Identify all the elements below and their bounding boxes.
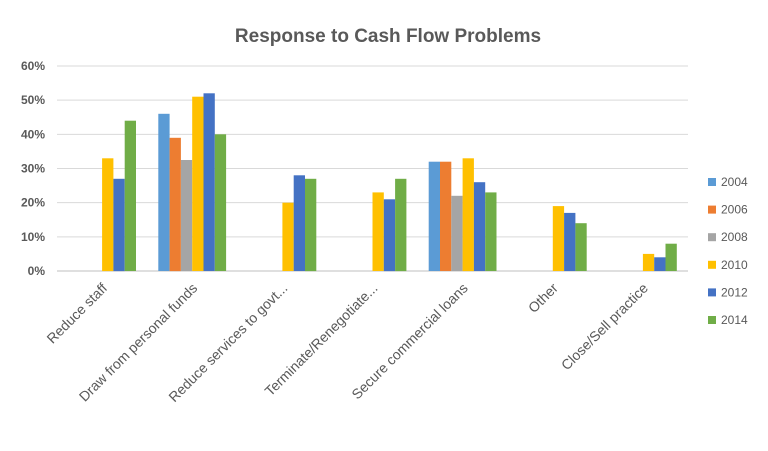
- bar-2012: [383, 199, 396, 272]
- bar-2010: [282, 202, 294, 271]
- bar-2014: [395, 178, 407, 272]
- legend: 2004 2006 2008 2010 2012 2014: [708, 175, 748, 327]
- bar-2010: [642, 253, 655, 271]
- bar-2014: [305, 178, 317, 272]
- legend-swatch: [708, 260, 716, 269]
- legend-swatch: [708, 178, 716, 186]
- bar-2008: [180, 160, 193, 271]
- x-category-label: Other: [525, 280, 561, 316]
- legend-swatch: [708, 316, 716, 324]
- y-tick-label: 30%: [21, 162, 45, 176]
- y-tick-label: 40%: [21, 127, 45, 141]
- legend-swatch: [708, 205, 716, 214]
- legend-label: 2014: [721, 313, 748, 327]
- legend-label: 2008: [721, 230, 748, 244]
- bar-2014: [575, 223, 587, 271]
- bar-2014: [485, 192, 497, 271]
- y-tick-label: 50%: [21, 93, 45, 107]
- bar-2014: [665, 243, 677, 271]
- bar-2010: [462, 158, 474, 272]
- y-tick-label: 0%: [28, 264, 46, 278]
- legend-label: 2012: [721, 285, 748, 299]
- x-category-label: Reduce staff: [43, 280, 110, 347]
- bar-2010: [102, 158, 114, 272]
- bar-2008: [451, 195, 463, 271]
- legend-label: 2010: [721, 258, 748, 272]
- bar-2006: [169, 137, 181, 272]
- legend-label: 2006: [721, 203, 748, 217]
- bar-2012: [113, 178, 125, 272]
- bar-2012: [654, 257, 666, 271]
- bar-2010: [552, 206, 565, 271]
- bar-2006: [440, 161, 452, 271]
- legend-swatch: [708, 288, 716, 297]
- bar-2012: [293, 175, 305, 271]
- bars: [102, 93, 677, 272]
- bar-2010: [372, 192, 384, 271]
- legend-swatch: [708, 233, 716, 242]
- y-tick-label: 20%: [21, 196, 45, 210]
- bar-2014: [214, 134, 227, 271]
- bar-2004: [428, 161, 440, 271]
- bar-2012: [564, 212, 576, 271]
- y-tick-label: 10%: [21, 230, 45, 244]
- x-category-label: Close/Sell practice: [558, 280, 651, 373]
- chart-title: Response to Cash Flow Problems: [235, 26, 541, 47]
- bar-2004: [158, 113, 170, 271]
- legend-label: 2004: [721, 175, 748, 189]
- y-axis: 0% 10% 20% 30% 40% 50% 60%: [21, 59, 45, 278]
- bar-2012: [203, 93, 215, 271]
- bar-2012: [473, 182, 486, 271]
- bar-2014: [124, 120, 136, 271]
- bar-2010: [192, 96, 204, 271]
- y-tick-label: 60%: [21, 59, 45, 73]
